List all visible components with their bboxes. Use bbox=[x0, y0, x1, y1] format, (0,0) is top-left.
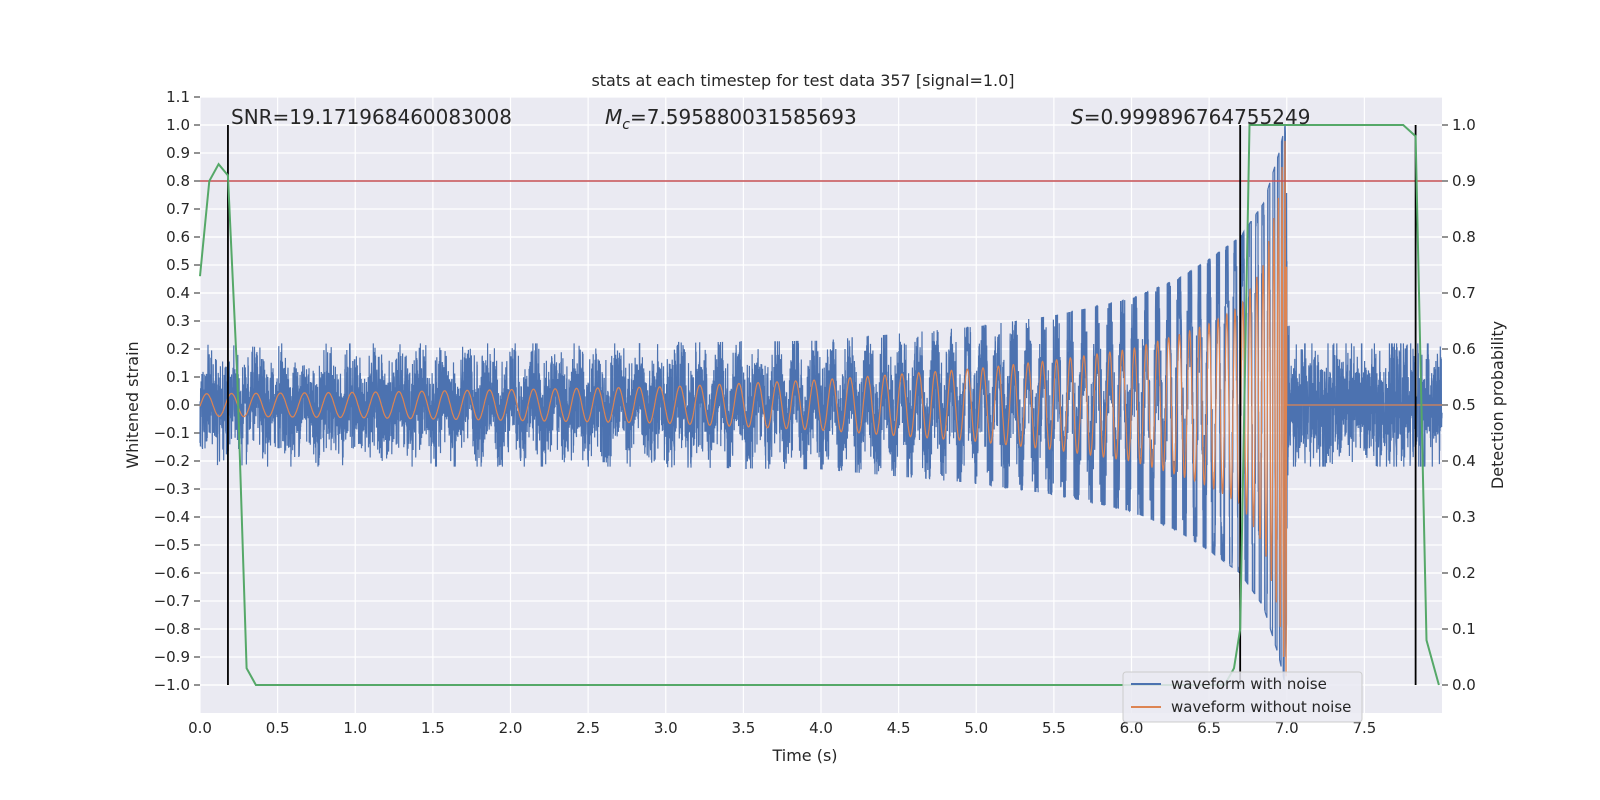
x-tick-label: 4.0 bbox=[809, 719, 833, 737]
y-tick-label: 0.7 bbox=[166, 200, 190, 218]
x-tick-label: 6.5 bbox=[1197, 719, 1221, 737]
y2-tick-label: 0.5 bbox=[1452, 396, 1476, 414]
series-line-detection-probability bbox=[199, 124, 1440, 686]
chirp-mass-value: =7.595880031585693 bbox=[630, 105, 857, 129]
legend: waveform with noise waveform without noi… bbox=[1122, 671, 1363, 723]
y-tick-label: −0.8 bbox=[154, 620, 190, 638]
legend-box bbox=[1122, 671, 1363, 723]
y-tick-label: −0.2 bbox=[154, 452, 190, 470]
y-tick-label: 0.1 bbox=[166, 368, 190, 386]
y-tick-label: −0.4 bbox=[154, 508, 190, 526]
x-axis-title: Time (s) bbox=[771, 746, 837, 765]
snr-annotation: SNR=19.171968460083008 bbox=[231, 105, 512, 129]
y-tick-label: 1.1 bbox=[166, 88, 190, 106]
y2-tick-label: 0.4 bbox=[1452, 452, 1476, 470]
x-tick-label: 3.5 bbox=[731, 719, 755, 737]
y-axis-title: Whitened strain bbox=[123, 341, 142, 468]
y2-tick-label: 0.1 bbox=[1452, 620, 1476, 638]
y-tick-label: 0.8 bbox=[166, 172, 190, 190]
y-tick-label: −0.7 bbox=[154, 592, 190, 610]
x-tick-label: 1.5 bbox=[421, 719, 445, 737]
y-tick-label: 0.9 bbox=[166, 144, 190, 162]
y-tick-label: 0.0 bbox=[166, 396, 190, 414]
legend-label-clean: waveform without noise bbox=[1171, 698, 1351, 716]
y-tick-label: −0.5 bbox=[154, 536, 190, 554]
y2-tick-label: 0.0 bbox=[1452, 676, 1476, 694]
x-tick-label: 0.0 bbox=[188, 719, 212, 737]
x-tick-label: 1.0 bbox=[343, 719, 367, 737]
y-tick-label: −1.0 bbox=[154, 676, 190, 694]
x-tick-label: 2.0 bbox=[499, 719, 523, 737]
y2-tick-label: 0.6 bbox=[1452, 340, 1476, 358]
y-tick-label: 0.6 bbox=[166, 228, 190, 246]
x-tick-label: 5.0 bbox=[964, 719, 988, 737]
legend-label-noise: waveform with noise bbox=[1171, 675, 1327, 693]
chirp-mass-symbol: M bbox=[605, 105, 622, 129]
y2-tick-label: 1.0 bbox=[1452, 116, 1476, 134]
y-tick-label: 1.0 bbox=[166, 116, 190, 134]
series-line-waveform-with-noise bbox=[199, 125, 1443, 681]
x-tick-label: 7.0 bbox=[1275, 719, 1299, 737]
y-tick-label: 0.4 bbox=[166, 284, 190, 302]
score-symbol: S bbox=[1071, 105, 1084, 129]
y-tick-label: 0.5 bbox=[166, 256, 190, 274]
y2-tick-label: 0.3 bbox=[1452, 508, 1476, 526]
y-tick-label: −0.1 bbox=[154, 424, 190, 442]
y2-tick-label: 0.7 bbox=[1452, 284, 1476, 302]
chart-title: stats at each timestep for test data 357… bbox=[591, 71, 1014, 90]
x-tick-label: 0.5 bbox=[266, 719, 290, 737]
y-tick-label: −0.6 bbox=[154, 564, 190, 582]
x-tick-label: 5.5 bbox=[1042, 719, 1066, 737]
x-tick-label: 7.5 bbox=[1352, 719, 1376, 737]
y-axis-right: 0.0 0.1 0.2 0.3 0.4 0.5 0.6 0.7 0.8 0.9 1.0 bbox=[1442, 116, 1476, 694]
x-tick-label: 6.0 bbox=[1120, 719, 1144, 737]
score-annotation: S=0.999896764755249 bbox=[1071, 105, 1310, 129]
y-axis-left: −1.0 −0.9 −0.8 −0.7 −0.6 −0.5 −0.4 −0.3 −0.2 −0.1… bbox=[154, 88, 200, 694]
series-line-waveform-without-noise bbox=[199, 140, 1442, 677]
y-tick-label: 0.2 bbox=[166, 340, 190, 358]
x-tick-label: 3.0 bbox=[654, 719, 678, 737]
chirp-mass-annotation: Mc=7.595880031585693 bbox=[605, 105, 857, 133]
y-tick-label: 0.3 bbox=[166, 312, 190, 330]
y-tick-label: −0.9 bbox=[154, 648, 190, 666]
y2-tick-label: 0.9 bbox=[1452, 172, 1476, 190]
y2-tick-label: 0.2 bbox=[1452, 564, 1476, 582]
chirp-mass-subscript: c bbox=[622, 117, 630, 133]
x-axis: 0.0 0.5 1.0 1.5 2.0 2.5 3.0 3.5 4.0 4.5 5.0 5.5 6.0 6… bbox=[188, 719, 1376, 737]
score-value: =0.999896764755249 bbox=[1084, 105, 1311, 129]
y-tick-label: −0.3 bbox=[154, 480, 190, 498]
x-tick-label: 4.5 bbox=[887, 719, 911, 737]
y2-tick-label: 0.8 bbox=[1452, 228, 1476, 246]
x-tick-label: 2.5 bbox=[576, 719, 600, 737]
series-layer bbox=[199, 124, 1443, 686]
y2-axis-title: Detection probability bbox=[1488, 321, 1507, 489]
